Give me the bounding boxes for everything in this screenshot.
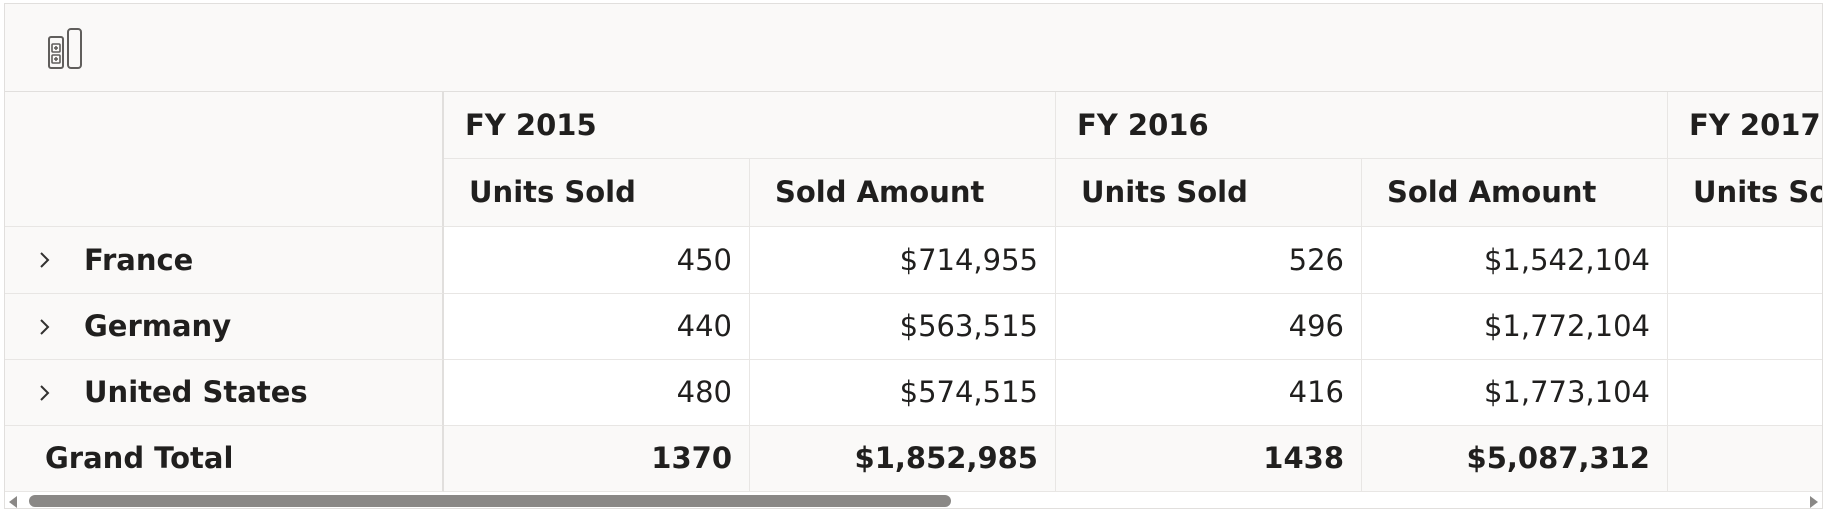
- row-header-label: Germany: [84, 309, 232, 343]
- cell-value: 496: [1288, 309, 1344, 343]
- row-header-label: Grand Total: [45, 441, 234, 475]
- chevron-right-icon[interactable]: [38, 317, 52, 337]
- column-header-units-sold-2015[interactable]: Units Sold: [444, 159, 750, 227]
- grand-total-cell[interactable]: 1438: [1056, 426, 1362, 492]
- column-header-label: FY 2016: [1077, 107, 1209, 142]
- cell-value: $574,515: [899, 375, 1038, 409]
- table-cell[interactable]: $574,515: [750, 360, 1056, 426]
- column-header-label: Units Sold: [1693, 175, 1822, 209]
- grand-total-cell[interactable]: $1,852,985: [750, 426, 1056, 492]
- scroll-right-arrow-icon[interactable]: [1810, 496, 1818, 508]
- horizontal-scrollbar[interactable]: [5, 492, 1822, 508]
- cell-value: 480: [676, 375, 732, 409]
- table-cell[interactable]: 450: [444, 227, 750, 294]
- cell-value: 526: [1288, 242, 1344, 277]
- column-header-label: Sold Amount: [775, 175, 985, 209]
- column-header-fy-2017[interactable]: FY 2017: [1668, 92, 1822, 159]
- column-header-fy-2016[interactable]: FY 2016: [1056, 92, 1668, 159]
- table-cell[interactable]: 480: [444, 360, 750, 426]
- toolbar: [5, 4, 1822, 92]
- cell-value: $1,542,104: [1483, 242, 1650, 277]
- table-cell[interactable]: $1,542,104: [1362, 227, 1668, 294]
- table-cell[interactable]: $1,772,104: [1362, 294, 1668, 360]
- column-header-sold-amount-2016[interactable]: Sold Amount: [1362, 159, 1668, 227]
- row-header-united-states[interactable]: United States: [5, 360, 444, 426]
- scroll-left-arrow-icon[interactable]: [9, 496, 17, 508]
- column-header-label: Units Sold: [1081, 175, 1248, 209]
- column-header-units-sold-2017[interactable]: Units Sold: [1668, 159, 1822, 227]
- row-header-label: United States: [84, 375, 308, 409]
- pivot-grid: FY 2015 FY 2016 FY 2017 Units Sold Sold …: [5, 92, 1822, 492]
- column-header-label: FY 2015: [465, 107, 597, 142]
- grid-corner: [5, 92, 444, 227]
- row-header-france[interactable]: France: [5, 227, 444, 294]
- table-cell[interactable]: $714,955: [750, 227, 1056, 294]
- table-cell[interactable]: 496: [1056, 294, 1362, 360]
- table-cell[interactable]: $1,773,104: [1362, 360, 1668, 426]
- cell-value: $1,772,104: [1483, 309, 1650, 343]
- table-cell[interactable]: 416: [1056, 360, 1362, 426]
- cell-value: 1370: [651, 441, 732, 475]
- table-cell[interactable]: 526: [1056, 227, 1362, 294]
- cell-value: $5,087,312: [1466, 441, 1650, 475]
- cell-value: 450: [676, 242, 732, 277]
- pivot-table: FY 2015 FY 2016 FY 2017 Units Sold Sold …: [4, 3, 1823, 509]
- chevron-right-icon[interactable]: [38, 383, 52, 403]
- column-header-fy-2015[interactable]: FY 2015: [444, 92, 1056, 159]
- grand-total-cell[interactable]: 1370: [444, 426, 750, 492]
- column-header-label: FY 2017: [1689, 107, 1821, 142]
- cell-value: $1,852,985: [854, 441, 1038, 475]
- column-header-sold-amount-2015[interactable]: Sold Amount: [750, 159, 1056, 227]
- row-header-label: France: [84, 242, 194, 277]
- column-header-label: Units Sold: [469, 175, 636, 209]
- cell-value: 416: [1288, 375, 1344, 409]
- table-cell[interactable]: 440: [444, 294, 750, 360]
- table-cell[interactable]: [1668, 360, 1822, 426]
- column-header-label: Sold Amount: [1387, 175, 1597, 209]
- cell-value: 440: [676, 309, 732, 343]
- grand-total-cell[interactable]: [1668, 426, 1822, 492]
- table-cell[interactable]: [1668, 294, 1822, 360]
- cell-value: $714,955: [899, 242, 1038, 277]
- field-list-toggle-icon: [48, 28, 82, 69]
- field-list-toggle-button[interactable]: [43, 26, 93, 72]
- row-header-germany[interactable]: Germany: [5, 294, 444, 360]
- row-header-grand-total: Grand Total: [5, 426, 444, 492]
- grand-total-cell[interactable]: $5,087,312: [1362, 426, 1668, 492]
- chevron-right-icon[interactable]: [38, 250, 52, 270]
- cell-value: 1438: [1263, 441, 1344, 475]
- cell-value: $1,773,104: [1483, 375, 1650, 409]
- table-cell[interactable]: $563,515: [750, 294, 1056, 360]
- table-cell[interactable]: [1668, 227, 1822, 294]
- cell-value: $563,515: [899, 309, 1038, 343]
- column-header-units-sold-2016[interactable]: Units Sold: [1056, 159, 1362, 227]
- scrollbar-thumb[interactable]: [29, 495, 951, 507]
